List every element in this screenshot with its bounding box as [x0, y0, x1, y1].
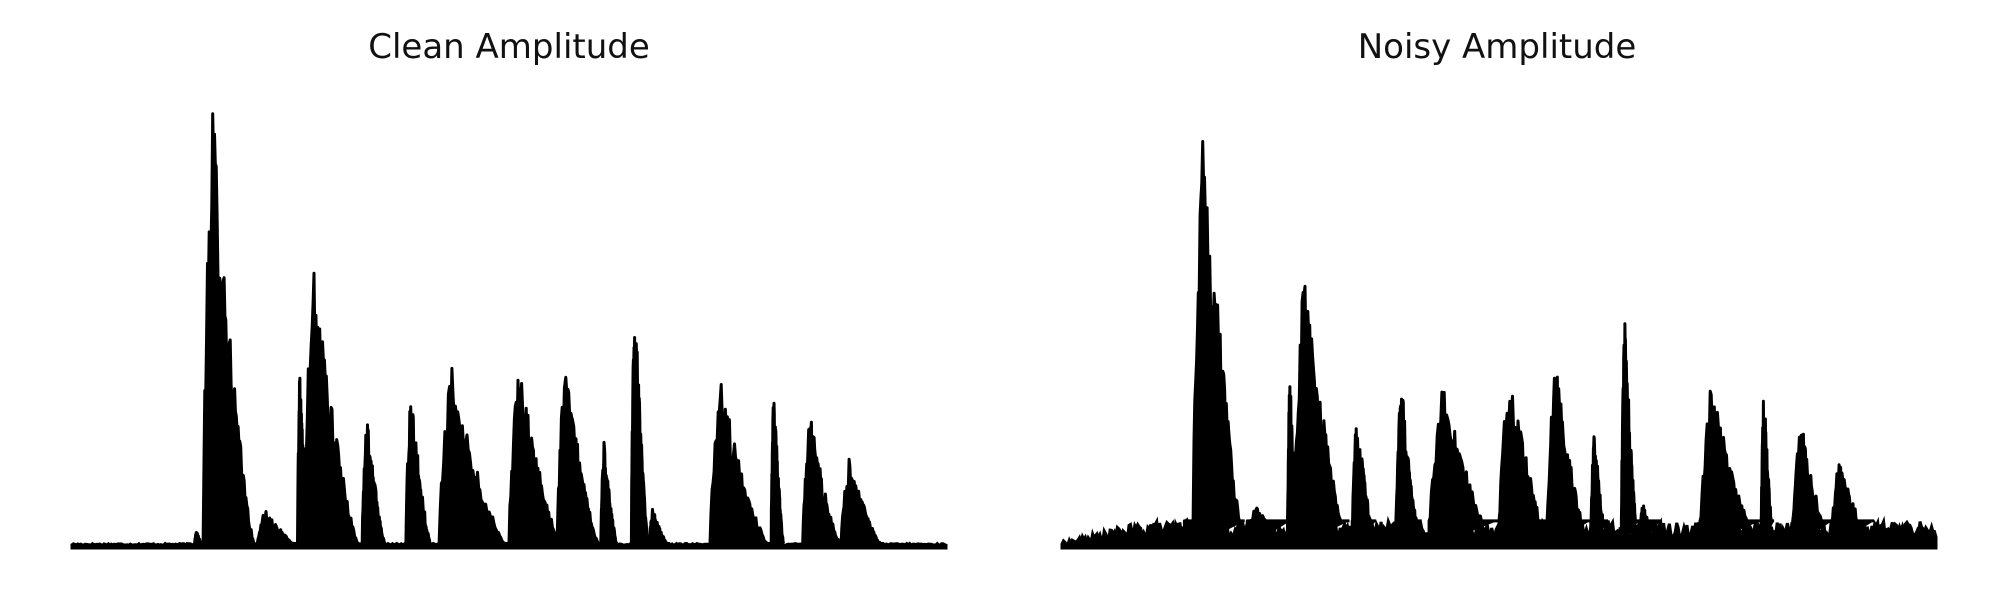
amplitude-segment	[1545, 375, 1591, 548]
amplitude-segment	[1427, 390, 1499, 548]
amplitude-segment	[1292, 284, 1350, 548]
amplitude-segment	[507, 378, 563, 548]
amplitude-segment	[404, 405, 433, 548]
amplitude-segment	[1791, 432, 1833, 548]
amplitude-segment	[839, 457, 885, 548]
amplitude-segment	[360, 423, 388, 548]
clean-amplitude-panel: Clean Amplitude	[70, 27, 948, 550]
chart-title-clean: Clean Amplitude	[368, 27, 650, 67]
amplitude-segment	[629, 336, 650, 548]
amplitude-segment	[769, 401, 786, 548]
amplitude-segment	[801, 420, 843, 548]
chart-title-noisy: Noisy Amplitude	[1358, 27, 1637, 67]
amplitude-segment	[1829, 463, 1875, 548]
amplitude-segment	[708, 383, 771, 548]
amplitude-segment	[1698, 389, 1761, 548]
amplitude-segment	[1589, 435, 1610, 548]
amplitude-segment	[437, 366, 509, 548]
clean-amplitude-marks	[70, 112, 948, 550]
amplitude-segment	[1497, 394, 1553, 548]
amplitude-segment	[201, 112, 256, 548]
amplitude-segment	[1245, 506, 1291, 548]
amplitude-segment	[1350, 427, 1378, 548]
amplitude-segment	[1759, 399, 1776, 548]
amplitude-segment	[1619, 322, 1640, 548]
amplitude-segment	[647, 507, 672, 548]
amplitude-segment	[1394, 397, 1423, 548]
noisy-amplitude-marks	[1060, 140, 1938, 550]
amplitude-segment	[1191, 140, 1246, 548]
amplitude-segment	[1637, 504, 1662, 548]
noisy-amplitude-panel: Noisy Amplitude	[1060, 27, 1938, 550]
amplitude-segment	[255, 510, 301, 548]
amplitude-segment	[555, 375, 601, 548]
amplitude-segment	[302, 271, 360, 548]
amplitude-segment	[599, 440, 620, 548]
